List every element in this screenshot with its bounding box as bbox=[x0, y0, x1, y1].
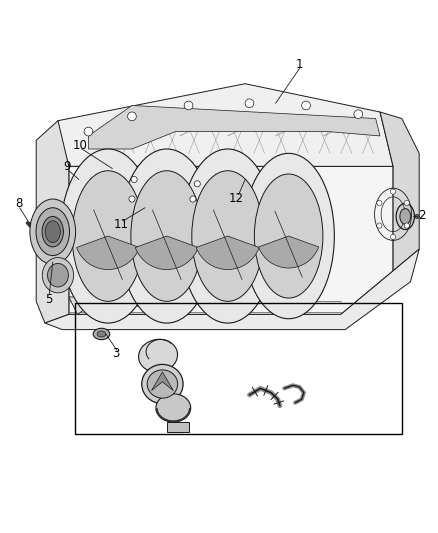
Polygon shape bbox=[69, 297, 102, 314]
Ellipse shape bbox=[30, 199, 76, 264]
Circle shape bbox=[131, 176, 137, 182]
Ellipse shape bbox=[192, 171, 264, 301]
Circle shape bbox=[190, 196, 196, 202]
Polygon shape bbox=[88, 106, 380, 149]
Ellipse shape bbox=[400, 208, 411, 224]
Ellipse shape bbox=[45, 221, 60, 243]
Circle shape bbox=[377, 223, 382, 228]
Polygon shape bbox=[136, 305, 180, 314]
Ellipse shape bbox=[42, 257, 74, 293]
Ellipse shape bbox=[147, 370, 178, 398]
Circle shape bbox=[404, 200, 410, 206]
Ellipse shape bbox=[42, 216, 64, 247]
Text: 12: 12 bbox=[229, 192, 244, 205]
Circle shape bbox=[354, 110, 363, 118]
Circle shape bbox=[391, 189, 396, 194]
Polygon shape bbox=[36, 120, 69, 323]
Text: 5: 5 bbox=[45, 293, 52, 305]
Circle shape bbox=[245, 99, 254, 108]
Ellipse shape bbox=[180, 149, 276, 323]
Circle shape bbox=[377, 200, 382, 206]
Ellipse shape bbox=[142, 365, 183, 403]
Ellipse shape bbox=[119, 149, 215, 323]
Circle shape bbox=[194, 181, 200, 187]
Text: 1: 1 bbox=[296, 58, 303, 70]
Polygon shape bbox=[152, 372, 173, 391]
Text: 10: 10 bbox=[72, 139, 87, 152]
Wedge shape bbox=[77, 236, 140, 270]
Ellipse shape bbox=[243, 154, 334, 319]
Ellipse shape bbox=[254, 174, 323, 298]
Ellipse shape bbox=[156, 394, 191, 422]
Wedge shape bbox=[258, 236, 319, 268]
Polygon shape bbox=[58, 84, 393, 166]
Circle shape bbox=[127, 112, 136, 120]
Ellipse shape bbox=[93, 328, 110, 340]
Text: 3: 3 bbox=[112, 347, 120, 360]
Ellipse shape bbox=[72, 171, 144, 301]
Polygon shape bbox=[380, 112, 419, 271]
Circle shape bbox=[184, 101, 193, 110]
Text: 2: 2 bbox=[417, 209, 425, 222]
Text: 8: 8 bbox=[15, 197, 22, 210]
Polygon shape bbox=[45, 249, 419, 329]
Circle shape bbox=[302, 101, 311, 110]
Text: 11: 11 bbox=[113, 218, 129, 231]
Circle shape bbox=[404, 223, 410, 228]
Ellipse shape bbox=[138, 340, 177, 372]
Ellipse shape bbox=[36, 208, 70, 256]
Polygon shape bbox=[69, 166, 393, 314]
Ellipse shape bbox=[60, 149, 156, 323]
Ellipse shape bbox=[131, 171, 203, 301]
Text: 9: 9 bbox=[63, 160, 71, 173]
Ellipse shape bbox=[47, 263, 68, 287]
Circle shape bbox=[415, 214, 419, 219]
Circle shape bbox=[129, 196, 135, 202]
Circle shape bbox=[84, 127, 93, 136]
Ellipse shape bbox=[97, 331, 106, 337]
Wedge shape bbox=[196, 236, 259, 270]
Ellipse shape bbox=[396, 204, 414, 230]
Wedge shape bbox=[135, 236, 198, 270]
Polygon shape bbox=[167, 422, 188, 432]
Circle shape bbox=[391, 235, 396, 239]
Bar bbox=[75, 303, 402, 434]
